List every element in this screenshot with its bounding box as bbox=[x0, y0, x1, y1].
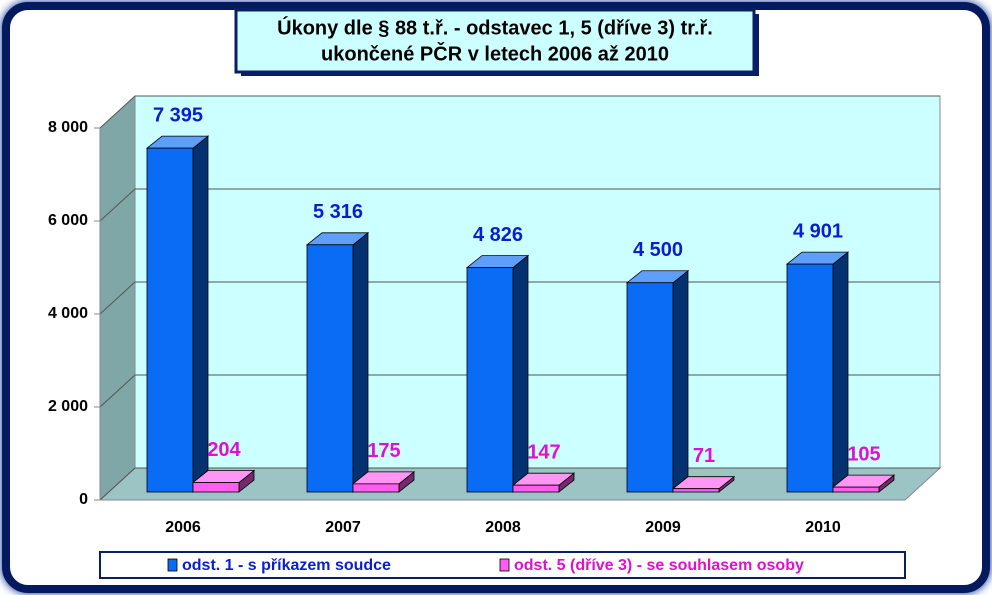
bar-face bbox=[512, 484, 560, 493]
data-label: 5 316 bbox=[313, 201, 363, 223]
bar-face bbox=[832, 486, 880, 493]
bar-face bbox=[672, 488, 720, 493]
bar-face bbox=[192, 482, 240, 493]
bar bbox=[671, 475, 736, 493]
bar bbox=[191, 469, 256, 493]
bar-face bbox=[192, 135, 209, 493]
bar-face bbox=[626, 282, 674, 493]
grid-line bbox=[99, 374, 136, 408]
bar bbox=[351, 471, 416, 493]
bar-face bbox=[352, 231, 369, 493]
data-label: 4 826 bbox=[473, 224, 523, 246]
legend-swatch bbox=[499, 558, 510, 572]
bar-face bbox=[146, 147, 194, 493]
bar bbox=[831, 474, 896, 493]
x-tick-label: 2008 bbox=[485, 519, 521, 536]
title-box bbox=[234, 8, 756, 74]
bar-face bbox=[832, 251, 849, 493]
y-tick-label: 6 000 bbox=[48, 212, 88, 229]
bar bbox=[145, 135, 210, 493]
data-label: 4 500 bbox=[633, 239, 683, 261]
grid-line bbox=[99, 281, 136, 315]
legend-label: odst. 5 (dříve 3) - se souhlasem osoby bbox=[514, 557, 804, 574]
bar-face bbox=[352, 483, 400, 493]
y-tick-label: 4 000 bbox=[48, 305, 88, 322]
data-label: 204 bbox=[207, 439, 241, 461]
y-tick-label: 0 bbox=[79, 491, 88, 508]
bar-face bbox=[786, 263, 834, 493]
legend-label: odst. 1 - s příkazem soudce bbox=[182, 557, 391, 574]
y-tick-label: 8 000 bbox=[48, 119, 88, 136]
grid-line bbox=[99, 188, 136, 222]
data-label: 4 901 bbox=[793, 220, 843, 242]
data-label: 147 bbox=[527, 441, 560, 463]
grid-line bbox=[99, 467, 136, 501]
bar bbox=[305, 231, 370, 493]
y-tick-label: 2 000 bbox=[48, 398, 88, 415]
bar bbox=[465, 254, 530, 493]
data-label: 175 bbox=[367, 440, 400, 462]
data-label: 71 bbox=[693, 445, 715, 467]
x-tick-label: 2009 bbox=[645, 519, 681, 536]
chart-title: ukončené PČR v letech 2006 až 2010 bbox=[321, 41, 669, 65]
bar-face bbox=[466, 267, 514, 493]
grid-line bbox=[99, 95, 136, 129]
chart-title: Úkony dle § 88 t.ř. - odstavec 1, 5 (dří… bbox=[277, 15, 713, 39]
data-label: 7 395 bbox=[153, 104, 203, 126]
data-label: 105 bbox=[847, 443, 880, 465]
legend-swatch bbox=[167, 558, 178, 572]
bar bbox=[511, 472, 576, 493]
bar-face bbox=[672, 269, 689, 493]
x-tick-label: 2006 bbox=[165, 519, 201, 536]
bar bbox=[785, 251, 850, 493]
x-tick-label: 2007 bbox=[325, 519, 361, 536]
bar bbox=[625, 269, 690, 493]
bar-face bbox=[306, 244, 354, 493]
bar-face bbox=[512, 254, 529, 493]
x-tick-label: 2010 bbox=[805, 519, 841, 536]
